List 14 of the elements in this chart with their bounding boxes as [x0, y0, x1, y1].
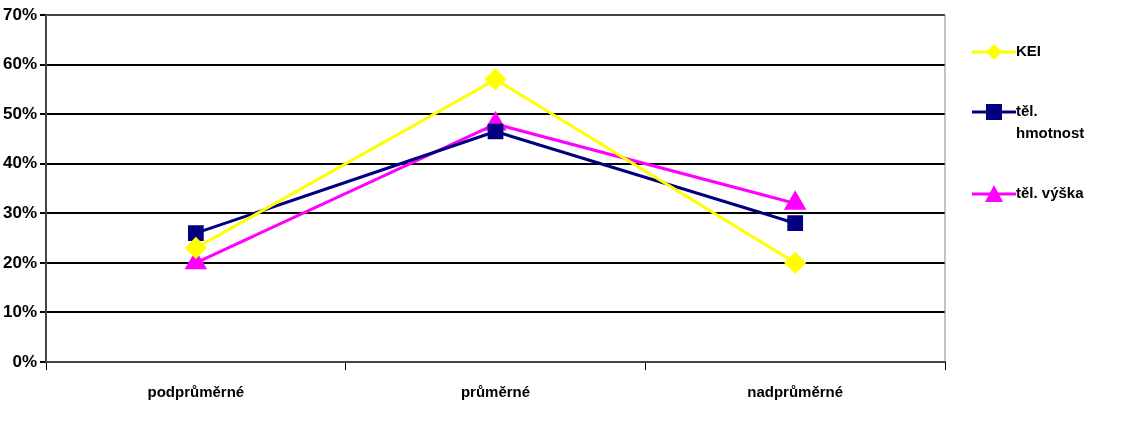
y-tick-label: 20%	[2, 252, 38, 272]
x-tick-label: průměrné	[460, 383, 531, 401]
legend-label: těl. hmotnost	[1016, 101, 1086, 143]
y-tick-label: 0%	[12, 351, 38, 371]
y-tick-label: 30%	[2, 202, 38, 222]
x-tick-label: nadprůměrné	[747, 383, 844, 401]
legend-label: těl. výška	[1016, 183, 1085, 203]
y-tick-label: 70%	[2, 4, 38, 24]
y-tick-label: 10%	[2, 302, 38, 322]
legend-label: KEI	[1016, 41, 1042, 61]
y-tick-label: 50%	[2, 103, 38, 123]
y-tick-label: 60%	[2, 54, 38, 74]
x-tick-label: podprůměrné	[147, 383, 245, 401]
y-tick-label: 40%	[2, 153, 38, 173]
